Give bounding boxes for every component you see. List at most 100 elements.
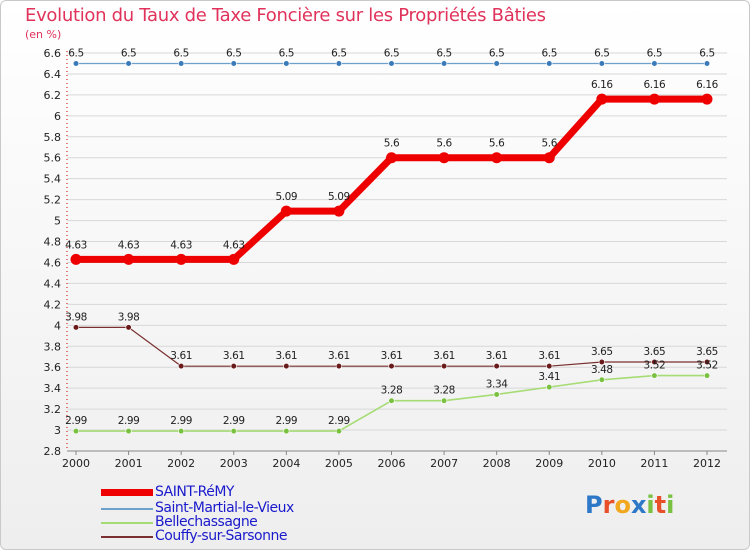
proxiti-logo: Proxiti — [585, 491, 674, 519]
y-tick-label: 6.6 — [44, 47, 62, 60]
data-point — [703, 372, 711, 379]
data-label: 3.28 — [433, 385, 455, 397]
data-point — [72, 60, 80, 67]
data-label: 6.5 — [699, 47, 715, 59]
data-point — [230, 60, 237, 67]
data-point — [70, 253, 82, 265]
x-tick-label: 2003 — [220, 457, 248, 470]
data-point — [386, 152, 397, 164]
data-point — [438, 152, 450, 164]
data-point — [72, 428, 80, 435]
x-tick-label: 2007 — [430, 457, 458, 470]
series-line — [76, 95, 707, 263]
data-point — [701, 93, 713, 105]
data-point — [72, 324, 80, 331]
data-label: 3.65 — [696, 346, 718, 358]
data-label: 4.63 — [170, 239, 192, 251]
data-label: 6.5 — [647, 47, 663, 59]
y-axis-unit: (en %) — [25, 28, 62, 41]
data-label: 3.41 — [538, 371, 560, 383]
data-point — [283, 428, 290, 435]
data-point — [335, 363, 343, 370]
data-point — [228, 253, 240, 265]
logo-letter: i — [666, 491, 675, 519]
data-point — [178, 428, 185, 435]
data-label: 3.34 — [486, 378, 508, 390]
data-label: 6.5 — [121, 47, 137, 59]
data-label: 6.5 — [542, 47, 558, 59]
y-tick-label: 3.2 — [44, 403, 62, 416]
x-tick-label: 2004 — [272, 457, 300, 470]
data-point — [648, 93, 660, 105]
data-label: 5.09 — [275, 191, 297, 203]
data-label: 5.6 — [436, 138, 452, 150]
data-label: 3.48 — [591, 364, 613, 376]
data-label: 3.61 — [328, 350, 350, 362]
legend-label: SAINT-RéMY — [155, 484, 235, 500]
data-label: 2.99 — [223, 415, 245, 427]
y-tick-label: 5.8 — [44, 131, 62, 144]
data-point — [493, 60, 500, 67]
logo-letter: r — [602, 491, 615, 519]
y-tick-label: 3 — [54, 424, 61, 437]
data-label: 3.61 — [381, 350, 403, 362]
data-point — [333, 205, 345, 217]
data-label: 4.63 — [65, 239, 87, 251]
logo-letter: o — [614, 491, 631, 519]
logo-letter: x — [630, 491, 647, 519]
legend-label: Couffy-sur-Sarsonne — [155, 528, 287, 544]
y-tick-label: 5.6 — [44, 152, 62, 165]
y-tick-label: 4.6 — [44, 256, 62, 269]
data-label: 6.5 — [173, 47, 189, 59]
data-point — [546, 363, 553, 370]
data-label: 3.61 — [486, 350, 508, 362]
data-point — [335, 428, 343, 435]
x-tick-label: 2005 — [325, 457, 353, 470]
data-label: 3.61 — [223, 350, 245, 362]
x-tick-label: 2001 — [115, 457, 143, 470]
y-tick-label: 2.8 — [44, 445, 62, 458]
data-label: 6.5 — [68, 47, 84, 59]
data-label: 6.16 — [591, 79, 613, 91]
data-point — [125, 60, 132, 67]
data-label: 5.6 — [542, 138, 558, 150]
x-tick-label: 2006 — [378, 457, 406, 470]
data-label: 2.99 — [118, 415, 140, 427]
data-label: 6.5 — [331, 47, 347, 59]
y-tick-label: 4.8 — [44, 236, 62, 249]
y-tick-label: 3.4 — [44, 382, 62, 395]
x-tick-label: 2009 — [535, 457, 563, 470]
data-point — [703, 358, 711, 366]
data-point — [178, 363, 185, 370]
y-tick-label: 5 — [54, 215, 61, 228]
data-point — [493, 363, 500, 370]
data-label: 2.99 — [328, 415, 350, 427]
y-tick-label: 3.6 — [44, 361, 62, 374]
data-label: 6.5 — [279, 47, 295, 59]
data-point — [230, 428, 237, 435]
y-tick-label: 6.2 — [44, 89, 62, 102]
data-point — [598, 60, 605, 67]
data-point — [493, 391, 500, 398]
data-label: 2.99 — [65, 415, 87, 427]
data-point — [491, 152, 503, 164]
x-tick-label: 2002 — [167, 457, 195, 470]
logo-letter: i — [646, 491, 655, 519]
data-label: 6.5 — [384, 47, 400, 59]
data-point — [651, 358, 658, 366]
data-point — [651, 60, 658, 67]
data-point — [283, 60, 290, 67]
data-label: 3.61 — [538, 350, 560, 362]
data-point — [335, 60, 343, 67]
x-tick-label: 2010 — [588, 457, 616, 470]
data-label: 2.99 — [170, 415, 192, 427]
data-point — [123, 253, 135, 265]
series-lines — [70, 60, 713, 435]
data-point — [546, 60, 553, 67]
data-label: 5.6 — [384, 138, 400, 150]
data-point — [543, 152, 555, 164]
data-point — [178, 60, 185, 67]
data-label: 3.28 — [381, 385, 403, 397]
x-tick-label: 2011 — [640, 457, 668, 470]
